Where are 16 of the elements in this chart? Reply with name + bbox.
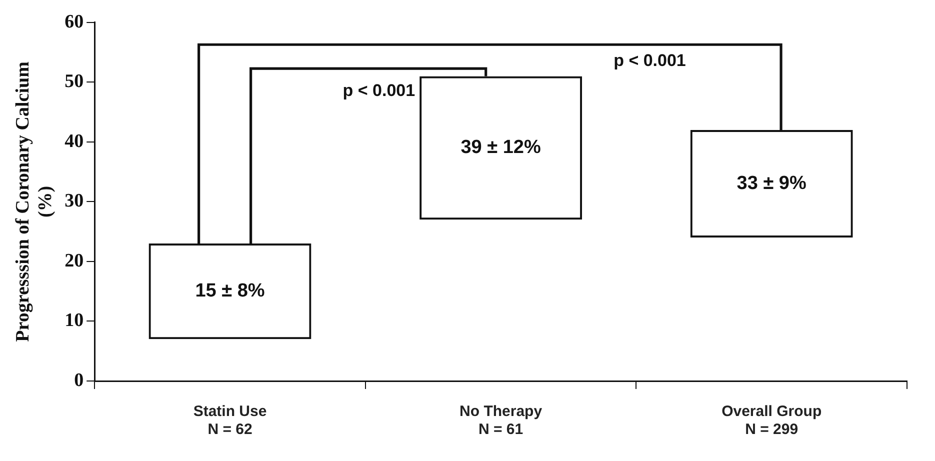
y-tick-label: 10 (64, 310, 84, 332)
y-tick-label: 20 (64, 250, 84, 272)
y-tick-label: 40 (64, 130, 84, 152)
annotation: p < 0.001 (614, 50, 686, 70)
x-tick-label: Statin Use N = 62 (193, 403, 267, 438)
annotation: p < 0.001 (342, 80, 416, 100)
x-tick-label: Overall Group N = 299 (722, 403, 822, 438)
x-tick-label: No Therapy N = 61 (460, 403, 543, 438)
y-tick-label: 60 (64, 11, 84, 32)
y-tick-label: 50 (64, 71, 84, 92)
annotation: 15 ± 8% (195, 280, 265, 302)
annotation: 33 ± 9% (736, 173, 806, 194)
y-tick-label: 30 (64, 190, 84, 212)
y-axis-title: Progresssion of Coronary Calcium (%) (12, 61, 56, 342)
annotation: 39 ± 12% (460, 137, 541, 158)
y-tick-label: 0 (74, 370, 84, 391)
